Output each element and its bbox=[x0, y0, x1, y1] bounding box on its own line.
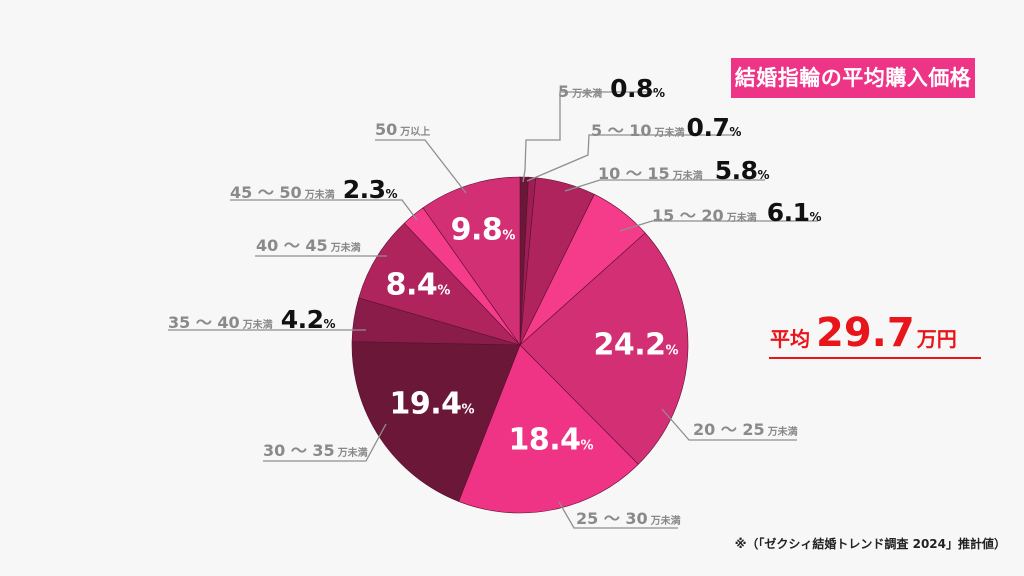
leader-line-4 bbox=[661, 408, 797, 441]
pie-slice-10 bbox=[422, 176, 521, 346]
pie-slice-6 bbox=[351, 341, 521, 502]
slice-pct-50-plus: 9.8% bbox=[450, 212, 516, 248]
leader-lines bbox=[168, 91, 818, 529]
pie-slice-4 bbox=[519, 232, 689, 465]
slice-pct-30-35: 19.4% bbox=[389, 386, 475, 422]
label-20-25: 20 ～ 25 万未満 bbox=[693, 420, 798, 439]
label-50-plus: 50 万以上 bbox=[375, 120, 431, 139]
leader-line-10 bbox=[375, 139, 467, 194]
chart-title: 結婚指輪の平均購入価格 bbox=[731, 58, 975, 98]
leader-line-0 bbox=[522, 91, 655, 183]
pie-slices bbox=[351, 176, 689, 514]
slice-pct-25-30: 18.4% bbox=[508, 422, 594, 458]
leader-line-1 bbox=[526, 134, 735, 182]
source-note: ※（「ゼクシィ結婚トレンド調査 2024」推計値） bbox=[734, 537, 1006, 551]
average-price: 平均 29.7 万円 bbox=[770, 310, 957, 356]
leader-line-5 bbox=[558, 501, 678, 529]
label-30-35: 30 ～ 35 万未満 bbox=[263, 441, 368, 460]
label-under-5: 5 万未満 0.8% bbox=[558, 74, 665, 103]
leader-line-9 bbox=[230, 199, 418, 221]
leader-line-2 bbox=[564, 179, 765, 192]
label-40-45: 40 ～ 45 万未満 bbox=[256, 236, 361, 255]
label-10-15: 10 ～ 15 万未満 5.8% bbox=[598, 156, 770, 185]
label-35-40: 35 ～ 40 万未満 4.2% bbox=[168, 305, 336, 334]
label-45-50: 45 ～ 50 万未満 2.3% bbox=[230, 175, 398, 204]
label-25-30: 25 ～ 30 万未満 bbox=[576, 509, 681, 528]
slice-pct-40-45: 8.4% bbox=[385, 267, 451, 303]
label-15-20: 15 ～ 20 万未満 6.1% bbox=[652, 198, 822, 227]
pie-slice-8 bbox=[358, 222, 521, 346]
label-5-10: 5 ～ 10 万未満0.7% bbox=[591, 113, 742, 142]
average-underline bbox=[769, 357, 981, 359]
leader-line-3 bbox=[619, 220, 818, 232]
leader-line-6 bbox=[263, 423, 387, 462]
slice-pct-20-25: 24.2% bbox=[593, 327, 679, 363]
